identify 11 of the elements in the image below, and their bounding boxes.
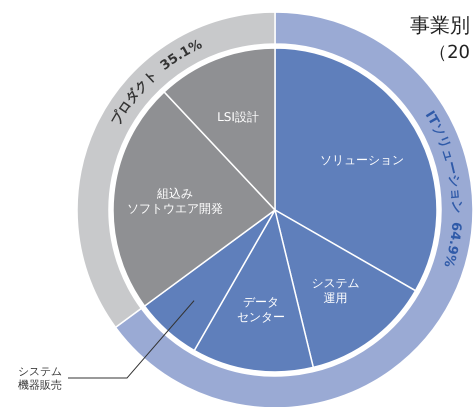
slice-label: システム運用	[311, 276, 360, 306]
slice-label: システム機器販売	[18, 364, 62, 392]
slice-label: ソリューション	[320, 152, 404, 167]
chart-title: 事業別	[410, 13, 470, 37]
slice-label: プロダクト	[107, 68, 161, 128]
leader: システム機器販売	[18, 300, 195, 392]
slice-label: LSI設計	[217, 110, 259, 124]
slice-label: ITソリューション	[422, 108, 464, 214]
slice-label: 組込みソフトウエア開発	[126, 186, 223, 216]
slice-label: データセンター	[236, 295, 285, 324]
text: （20	[429, 42, 470, 63]
